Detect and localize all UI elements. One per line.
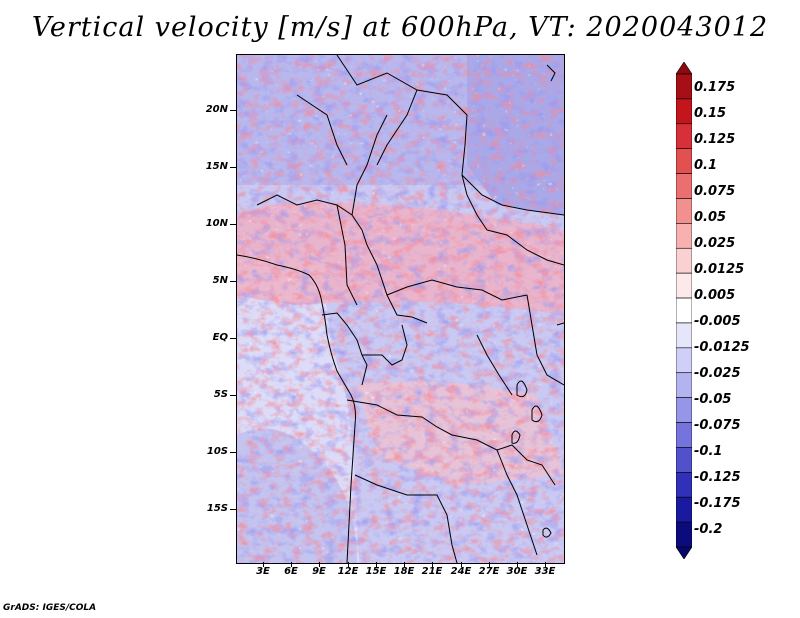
lat-label: 5S bbox=[213, 389, 228, 400]
lat-label: 15N bbox=[205, 161, 228, 172]
lon-label: 27E bbox=[478, 566, 500, 577]
colorbar-label: -0.0125 bbox=[694, 340, 750, 355]
colorbar-swatch bbox=[676, 521, 692, 548]
colorbar-label: 0.175 bbox=[694, 80, 736, 95]
colorbar-label: -0.1 bbox=[694, 444, 723, 459]
lon-tick bbox=[545, 562, 546, 567]
lat-tick bbox=[230, 509, 236, 510]
lat-label: 5N bbox=[212, 275, 228, 286]
lon-label: 30E bbox=[506, 566, 528, 577]
colorbar-label: 0.05 bbox=[694, 210, 727, 225]
colorbar-swatch bbox=[676, 347, 692, 374]
colorbar-swatch bbox=[676, 148, 692, 174]
colorbar-label: 0.075 bbox=[694, 184, 736, 199]
lat-label: 20N bbox=[205, 104, 228, 115]
colorbar-swatch bbox=[676, 472, 692, 498]
colorbar-swatch bbox=[676, 272, 692, 299]
lon-label: 12E bbox=[337, 566, 359, 577]
colorbar-swatch bbox=[676, 322, 692, 349]
colorbar-swatch bbox=[676, 297, 692, 324]
colorbar-swatch bbox=[676, 422, 692, 448]
colorbar-swatch bbox=[676, 198, 692, 224]
colorbar-arrow-top bbox=[676, 62, 692, 75]
colorbar-swatch bbox=[676, 372, 692, 398]
lat-label: EQ bbox=[212, 332, 228, 343]
vertical-velocity-field bbox=[237, 55, 564, 563]
lat-tick bbox=[230, 395, 236, 396]
colorbar-label: 0.0125 bbox=[694, 262, 745, 277]
field-noise-fine bbox=[237, 55, 564, 563]
lon-label: 33E bbox=[534, 566, 556, 577]
colorbar-label: -0.05 bbox=[694, 392, 732, 407]
lat-tick bbox=[230, 110, 236, 111]
colorbar-arrow-bottom bbox=[676, 546, 692, 559]
lat-label: 10S bbox=[206, 446, 228, 457]
lon-tick bbox=[376, 562, 377, 567]
lat-label: 10N bbox=[205, 218, 228, 229]
lon-label: 6E bbox=[284, 566, 298, 577]
lon-tick bbox=[432, 562, 433, 567]
lat-tick bbox=[230, 224, 236, 225]
colorbar-label: -0.2 bbox=[694, 522, 723, 537]
colorbar-label: 0.15 bbox=[694, 106, 727, 121]
lat-tick bbox=[230, 338, 236, 339]
colorbar-swatch bbox=[676, 496, 692, 523]
coastline-and-borders bbox=[237, 55, 564, 563]
map-plot-area bbox=[236, 54, 565, 564]
colorbar-swatch bbox=[676, 123, 692, 149]
lon-label: 3E bbox=[256, 566, 270, 577]
lat-tick bbox=[230, 281, 236, 282]
lat-tick bbox=[230, 452, 236, 453]
colorbar-label: 0.025 bbox=[694, 236, 736, 251]
lon-tick bbox=[348, 562, 349, 567]
lon-tick bbox=[517, 562, 518, 567]
colorbar-label: -0.125 bbox=[694, 470, 741, 485]
colorbar-swatch bbox=[676, 73, 692, 100]
lon-tick bbox=[319, 562, 320, 567]
lon-tick bbox=[489, 562, 490, 567]
lon-tick bbox=[461, 562, 462, 567]
colorbar-swatch bbox=[676, 447, 692, 473]
lon-tick bbox=[263, 562, 264, 567]
colorbar-label: -0.025 bbox=[694, 366, 741, 381]
colorbar-label: -0.175 bbox=[694, 496, 741, 511]
colorbar-label: 0.125 bbox=[694, 132, 736, 147]
colorbar-label: 0.005 bbox=[694, 288, 736, 303]
colorbar-swatch bbox=[676, 98, 692, 125]
colorbar-label: -0.075 bbox=[694, 418, 741, 433]
colorbar-swatch bbox=[676, 247, 692, 274]
lon-tick bbox=[404, 562, 405, 567]
lon-label: 18E bbox=[393, 566, 415, 577]
map-title: Vertical velocity [m/s] at 600hPa, VT: 2… bbox=[31, 12, 769, 43]
lon-tick bbox=[291, 562, 292, 567]
lon-label: 21E bbox=[421, 566, 443, 577]
credit-text: GrADS: IGES/COLA bbox=[3, 603, 97, 613]
colorbar-swatch bbox=[676, 173, 692, 199]
lon-label: 15E bbox=[365, 566, 387, 577]
colorbar-label: -0.005 bbox=[694, 314, 741, 329]
lat-tick bbox=[230, 167, 236, 168]
colorbar-label: 0.1 bbox=[694, 158, 718, 173]
lat-label: 15S bbox=[206, 503, 228, 514]
colorbar-swatch bbox=[676, 397, 692, 423]
lon-label: 9E bbox=[312, 566, 326, 577]
lon-label: 24E bbox=[450, 566, 472, 577]
colorbar bbox=[676, 62, 692, 559]
colorbar-swatch bbox=[676, 223, 692, 249]
